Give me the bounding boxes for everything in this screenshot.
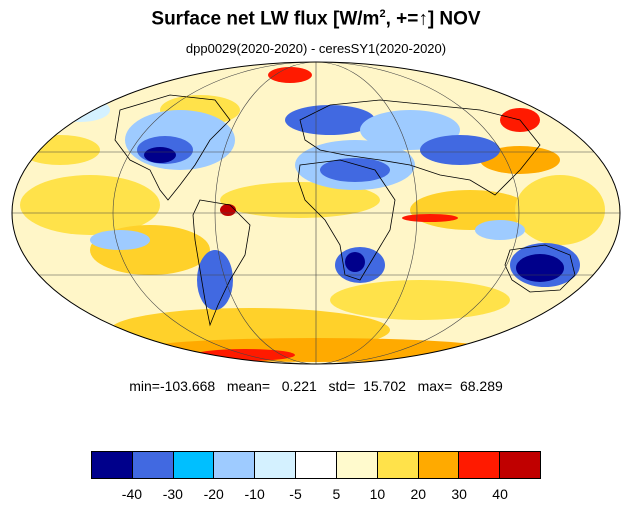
colorbar-box: [92, 452, 133, 478]
up-arrow-icon: ↑: [418, 8, 428, 30]
colorbar-box: [132, 452, 174, 478]
title-main: Surface net LW flux [W/m: [151, 8, 380, 30]
colorbar-tick-label: 5: [332, 486, 341, 502]
map-subtitle: dpp0029(2020-2020) - ceresSY1(2020-2020): [185, 41, 447, 56]
colorbar-tick-label: 20: [410, 486, 427, 502]
colorbar-box: [173, 452, 215, 478]
colorbar-box: [214, 452, 256, 478]
title-after: , +=: [385, 8, 419, 30]
graticule: [12, 62, 620, 364]
statistics-line: min=-103.668 mean= 0.221 std= 15.702 max…: [129, 378, 503, 394]
map-title: Surface net LW flux [W/m2, +=↑] NOV: [0, 8, 632, 30]
colorbar-box: [459, 452, 501, 478]
colorbar-tick-label: 10: [369, 486, 386, 502]
globe-outline: [11, 61, 621, 365]
colorbar-tick-label: -10: [244, 486, 265, 502]
negative-anomaly-fields: [50, 98, 580, 310]
colorbar-tick-label: -20: [203, 486, 224, 502]
colorbar-box: [418, 452, 460, 478]
colorbar-box: [296, 452, 337, 478]
colorbar-box: [377, 452, 419, 478]
colorbar-tick-label: -30: [162, 486, 183, 502]
colorbar-tick-label: -40: [121, 486, 143, 502]
colorbar-tick-label: 40: [492, 486, 508, 502]
colorbar-tick-label: -5: [289, 486, 302, 502]
title-close: ] NOV: [427, 8, 481, 30]
colorbar-box: [255, 452, 297, 478]
title-superscript: 2: [379, 8, 386, 20]
colorbar-box: [500, 452, 540, 478]
colorbar-box: [336, 452, 378, 478]
colorbar-tick-label: 30: [451, 486, 467, 502]
colorbar: [91, 451, 541, 479]
coastlines: [114, 94, 576, 327]
